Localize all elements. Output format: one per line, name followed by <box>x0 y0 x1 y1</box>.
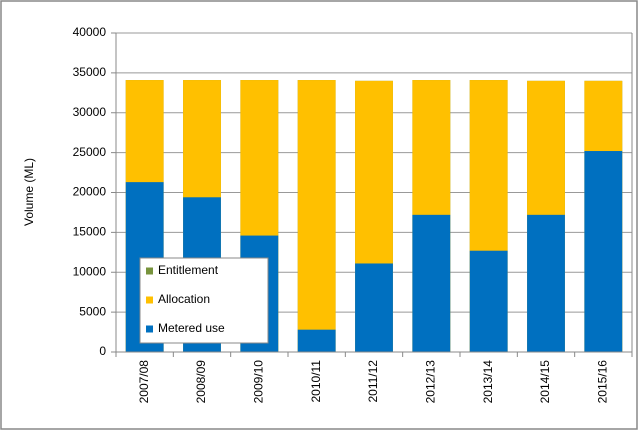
y-tick-label: 40000 <box>73 25 107 39</box>
legend-box <box>139 257 269 344</box>
y-tick-label: 35000 <box>73 65 107 79</box>
bar <box>297 329 336 352</box>
y-tick-label: 15000 <box>73 225 107 239</box>
bar <box>469 250 508 352</box>
y-tick-label: 0 <box>99 344 106 358</box>
bar <box>297 80 336 353</box>
x-tick-label: 2010/11 <box>309 360 323 403</box>
x-tick-label: 2007/08 <box>137 360 151 404</box>
x-tick-label: 2008/09 <box>194 360 208 404</box>
x-tick-label: 2011/12 <box>366 360 380 403</box>
y-tick-label: 30000 <box>73 105 107 119</box>
x-tick-label: 2015/16 <box>596 360 610 404</box>
legend-swatch <box>146 267 153 275</box>
x-tick-label: 2013/14 <box>481 360 495 404</box>
legend-label: Allocation <box>158 292 210 306</box>
legend-label: Metered use <box>158 321 225 335</box>
x-tick-label: 2012/13 <box>424 360 438 404</box>
y-tick-label: 25000 <box>73 145 107 159</box>
x-tick-label: 2009/10 <box>252 360 266 404</box>
y-tick-label: 10000 <box>73 264 107 278</box>
y-tick-label: 20000 <box>73 185 107 199</box>
legend-label: Entitlement <box>158 263 219 277</box>
bar <box>412 214 451 352</box>
x-tick-label: 2014/15 <box>538 360 552 404</box>
legend-swatch <box>146 325 153 333</box>
bar <box>527 214 565 352</box>
y-tick-label: 5000 <box>79 304 106 318</box>
bar <box>584 151 623 352</box>
y-axis-label: Volume (ML) <box>22 158 36 226</box>
legend-swatch <box>146 296 153 304</box>
bar <box>355 263 393 352</box>
